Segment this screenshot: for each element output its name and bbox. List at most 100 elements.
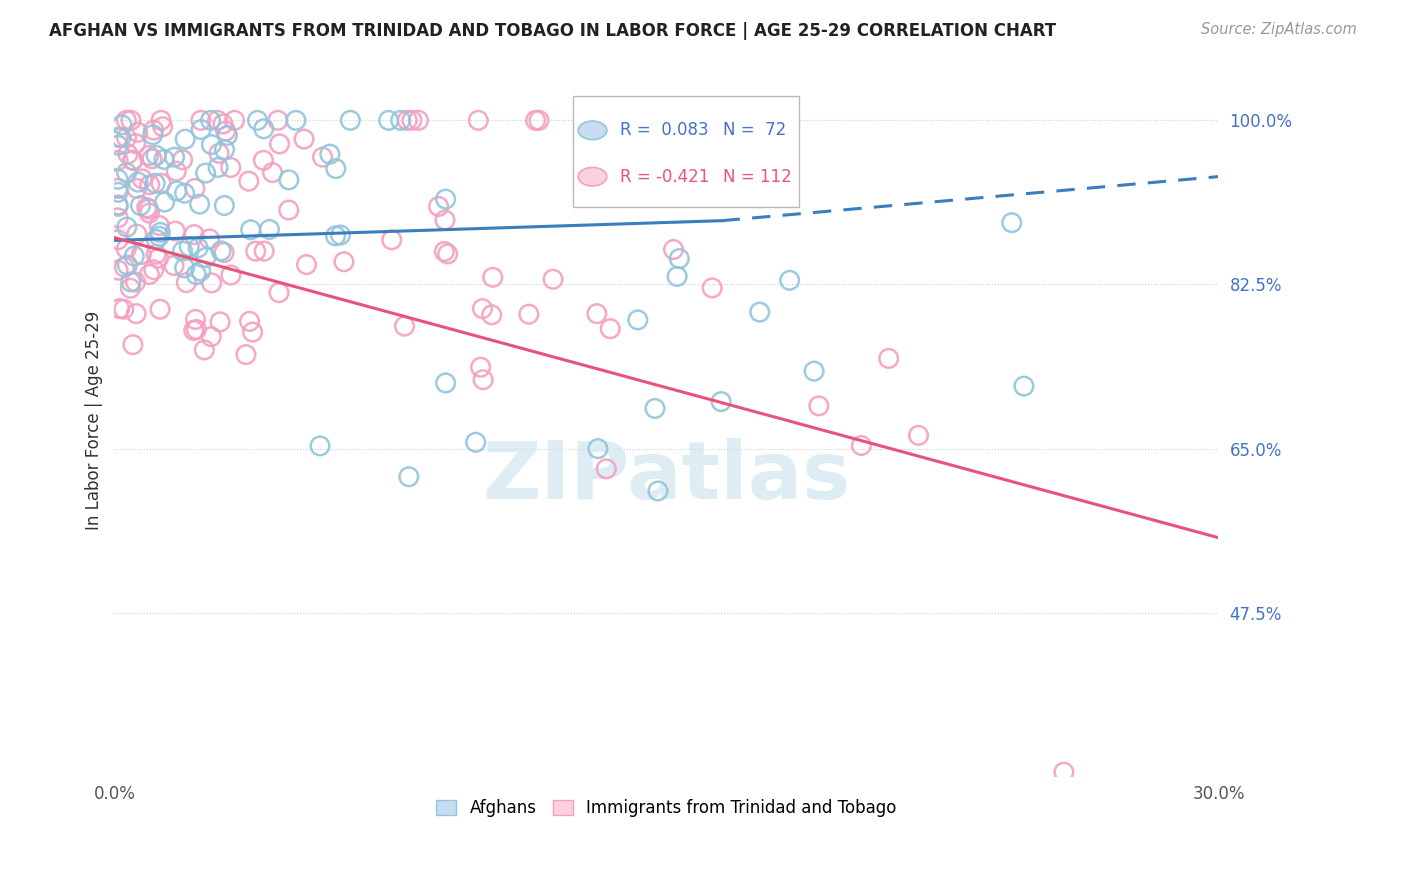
Point bbox=[401, 113, 423, 128]
Point bbox=[186, 322, 208, 336]
Point bbox=[176, 276, 198, 290]
Point bbox=[434, 192, 457, 206]
Point bbox=[117, 258, 139, 272]
Point bbox=[209, 244, 232, 258]
Text: AFGHAN VS IMMIGRANTS FROM TRINIDAD AND TOBAGO IN LABOR FORCE | AGE 25-29 CORRELA: AFGHAN VS IMMIGRANTS FROM TRINIDAD AND T… bbox=[49, 22, 1056, 40]
Point bbox=[389, 113, 412, 128]
Point bbox=[150, 176, 173, 190]
Point bbox=[702, 281, 724, 295]
Point bbox=[470, 360, 492, 375]
Point bbox=[148, 251, 170, 265]
Point bbox=[200, 276, 222, 290]
Point bbox=[179, 239, 201, 253]
Point bbox=[541, 272, 564, 286]
Point bbox=[267, 285, 290, 300]
Point bbox=[586, 307, 609, 321]
Point bbox=[377, 113, 399, 128]
Point bbox=[381, 233, 404, 247]
Point bbox=[124, 136, 146, 151]
Point bbox=[527, 113, 550, 128]
Point bbox=[138, 206, 160, 220]
Point bbox=[807, 399, 830, 413]
Point bbox=[115, 220, 138, 235]
Point bbox=[1001, 216, 1024, 230]
Text: R =  0.083: R = 0.083 bbox=[620, 121, 709, 139]
Point bbox=[138, 202, 160, 216]
Point bbox=[803, 364, 825, 378]
FancyBboxPatch shape bbox=[572, 96, 799, 207]
Point bbox=[644, 401, 666, 416]
Point bbox=[212, 117, 235, 131]
Point bbox=[436, 247, 458, 261]
Point bbox=[148, 219, 170, 233]
Point bbox=[122, 337, 145, 351]
Point bbox=[242, 325, 264, 339]
Point bbox=[662, 243, 685, 257]
Point bbox=[339, 113, 361, 128]
Point bbox=[190, 264, 212, 278]
Point bbox=[427, 199, 450, 213]
Point bbox=[627, 313, 650, 327]
Point bbox=[114, 260, 136, 275]
Point bbox=[224, 113, 246, 128]
Point bbox=[267, 113, 290, 128]
Point bbox=[107, 138, 129, 153]
Point bbox=[173, 260, 195, 275]
Point bbox=[433, 213, 456, 227]
Point bbox=[107, 233, 129, 247]
Point bbox=[107, 263, 129, 277]
Point bbox=[187, 241, 209, 255]
Point bbox=[194, 251, 217, 265]
Point bbox=[277, 202, 299, 217]
Point bbox=[212, 245, 235, 260]
Point bbox=[467, 113, 489, 128]
Point bbox=[125, 181, 148, 195]
Point bbox=[166, 184, 188, 198]
Point bbox=[120, 113, 142, 128]
Point bbox=[481, 270, 503, 285]
Point bbox=[190, 122, 212, 136]
Point bbox=[145, 148, 167, 162]
Circle shape bbox=[578, 121, 607, 140]
Point bbox=[188, 197, 211, 211]
Point bbox=[145, 232, 167, 246]
Point bbox=[471, 301, 494, 316]
Point bbox=[245, 244, 267, 259]
Point bbox=[107, 186, 129, 200]
Point bbox=[184, 181, 207, 195]
Legend: Afghans, Immigrants from Trinidad and Tobago: Afghans, Immigrants from Trinidad and To… bbox=[427, 791, 905, 826]
Point bbox=[142, 128, 165, 142]
Point bbox=[115, 166, 138, 180]
Point bbox=[472, 373, 495, 387]
Point bbox=[149, 226, 172, 240]
Point bbox=[143, 176, 166, 190]
Point bbox=[163, 150, 186, 164]
Point bbox=[115, 242, 138, 256]
Point bbox=[145, 247, 167, 261]
Point bbox=[666, 269, 689, 284]
Point bbox=[329, 227, 352, 242]
Point bbox=[193, 343, 215, 357]
Point bbox=[599, 321, 621, 335]
Point bbox=[398, 469, 420, 483]
Point bbox=[851, 438, 873, 452]
Point bbox=[284, 113, 307, 128]
Point bbox=[127, 125, 149, 139]
Point bbox=[110, 130, 132, 145]
Point bbox=[710, 394, 733, 409]
Point bbox=[262, 165, 284, 179]
Point bbox=[647, 483, 669, 498]
Point bbox=[207, 161, 229, 175]
Point bbox=[184, 312, 207, 326]
Point bbox=[141, 152, 163, 166]
Point bbox=[172, 153, 194, 167]
Point bbox=[214, 198, 236, 212]
Point bbox=[394, 319, 416, 334]
Point bbox=[215, 124, 238, 138]
Point bbox=[138, 268, 160, 282]
Point bbox=[319, 147, 342, 161]
Point bbox=[139, 178, 162, 192]
Point bbox=[207, 113, 229, 128]
Point bbox=[517, 307, 540, 321]
Point bbox=[748, 305, 770, 319]
